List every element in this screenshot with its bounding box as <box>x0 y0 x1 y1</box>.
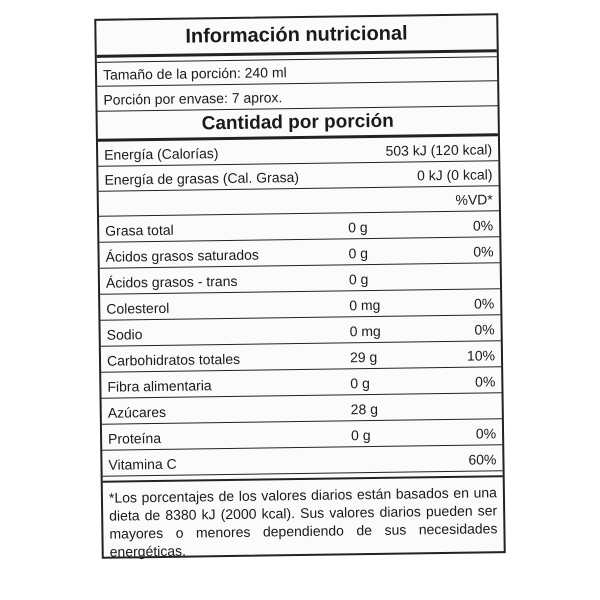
nutrient-amount: 0 g <box>350 427 371 444</box>
nutrient-vd: 0% <box>473 243 494 260</box>
nutrient-name: Grasa total <box>105 221 174 239</box>
nutrient-amount: 0 g <box>348 219 368 236</box>
nutrient-amount: 28 g <box>350 400 379 418</box>
nutrient-vd: 0% <box>474 321 495 338</box>
nutrient-vd: 0% <box>473 295 495 312</box>
nutrient-amount: 29 g <box>349 348 378 366</box>
nutrient-vd <box>439 285 494 286</box>
nutrient-name: Proteína <box>108 429 162 447</box>
nutrient-name: Fibra alimentaria <box>107 377 212 395</box>
nutrient-amount: 0 g <box>348 245 369 262</box>
nutrient-name: Carbohidratos totales <box>106 350 241 369</box>
label-title: Información nutricional <box>96 15 497 58</box>
nutrient-vd: 0% <box>475 373 496 390</box>
nutrient-vd: 0% <box>475 425 497 442</box>
nutrient-name: Azúcares <box>107 403 167 421</box>
footnote: *Los porcentajes de los valores diarios … <box>102 475 504 567</box>
nutrient-row: Vitamina C 60% <box>102 445 503 477</box>
nutrient-vd: 0% <box>472 217 494 234</box>
nutrient-vd: 60% <box>468 451 497 468</box>
nutrient-amount <box>352 468 442 469</box>
nutrient-amount: 0 mg <box>349 322 381 340</box>
nutrient-name: Ácidos grasos saturados <box>105 246 259 265</box>
nutrient-amount: 0 mg <box>349 296 381 314</box>
nutrient-name: Colesterol <box>106 299 170 317</box>
nutrient-amount: 0 g <box>348 271 369 288</box>
nutrient-name: Ácidos grasos - trans <box>105 272 238 291</box>
nutrient-vd <box>441 415 496 416</box>
nutrient-name: Sodio <box>106 326 143 343</box>
nutrient-amount: 0 g <box>350 375 370 392</box>
nutrient-vd: 10% <box>466 347 496 364</box>
nutrient-name: Vitamina C <box>108 455 177 473</box>
nutrition-label: Información nutricional Tamaño de la por… <box>94 13 506 567</box>
